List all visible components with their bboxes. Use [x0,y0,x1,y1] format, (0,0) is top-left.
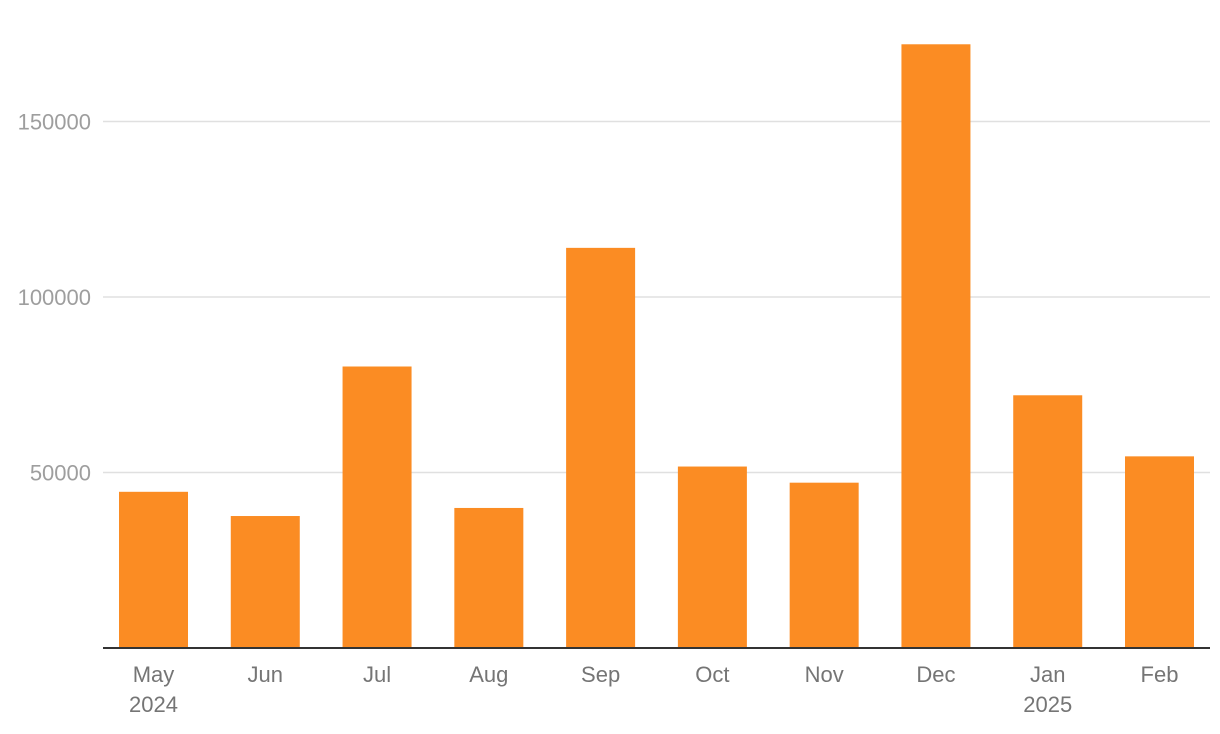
bar-jul [342,366,412,648]
bar-may [119,491,188,648]
bars [119,44,1194,649]
x-tick-year-label: 2025 [1023,692,1072,717]
x-tick-label: Dec [916,662,955,687]
bar-aug [454,507,524,648]
bar-jun [230,516,300,648]
x-tick-label: May [133,662,175,687]
x-tick-year-label: 2024 [129,692,178,717]
x-tick-label: Jun [248,662,283,687]
y-tick-label: 50000 [30,461,91,486]
y-axis-ticks: 50000 100000 150000 [18,110,91,486]
bar-feb [1125,456,1194,648]
x-tick-label: Feb [1141,662,1179,687]
x-axis-ticks: May 2024 Jun Jul Aug Sep Oct Nov Dec Jan 2025 Feb [129,662,1178,717]
x-tick-label: Sep [581,662,620,687]
x-tick-label: Jul [363,662,391,687]
x-tick-label: Jan [1030,662,1065,687]
x-tick-label: Oct [695,662,729,687]
bar-jan [1013,395,1083,648]
x-tick-label: Nov [805,662,844,687]
x-tick-label: Aug [469,662,508,687]
bar-sep [566,247,636,649]
bar-dec [901,44,971,648]
y-tick-label: 150000 [18,110,91,135]
bar-oct [677,466,747,648]
y-tick-label: 100000 [18,285,91,310]
bar-nov [789,482,859,648]
